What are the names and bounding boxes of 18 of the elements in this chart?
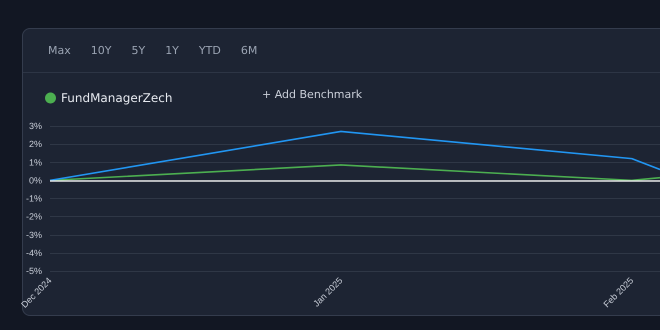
y-tick-label: 3% xyxy=(28,121,42,131)
y-tick-label: -4% xyxy=(26,248,42,258)
text: 5Y xyxy=(131,44,146,57)
text: Max xyxy=(48,44,71,57)
line-series xyxy=(49,130,660,182)
text: 1Y xyxy=(165,44,179,57)
y-tick-label: 1% xyxy=(28,157,42,168)
y-tick-label: -5% xyxy=(26,266,42,276)
text: 10Y xyxy=(90,44,112,57)
y-tick-label: -3% xyxy=(26,230,42,240)
y-tick-label: -1% xyxy=(26,194,42,204)
text: + Add Benchmark xyxy=(262,88,362,101)
text: 6M xyxy=(240,44,258,57)
text: YTD xyxy=(198,44,221,57)
y-tick-label: 0% xyxy=(28,175,42,186)
y-tick-label: -2% xyxy=(26,212,42,222)
legend-label: FundManagerZech xyxy=(61,91,172,105)
y-tick-label: 2% xyxy=(28,139,42,150)
